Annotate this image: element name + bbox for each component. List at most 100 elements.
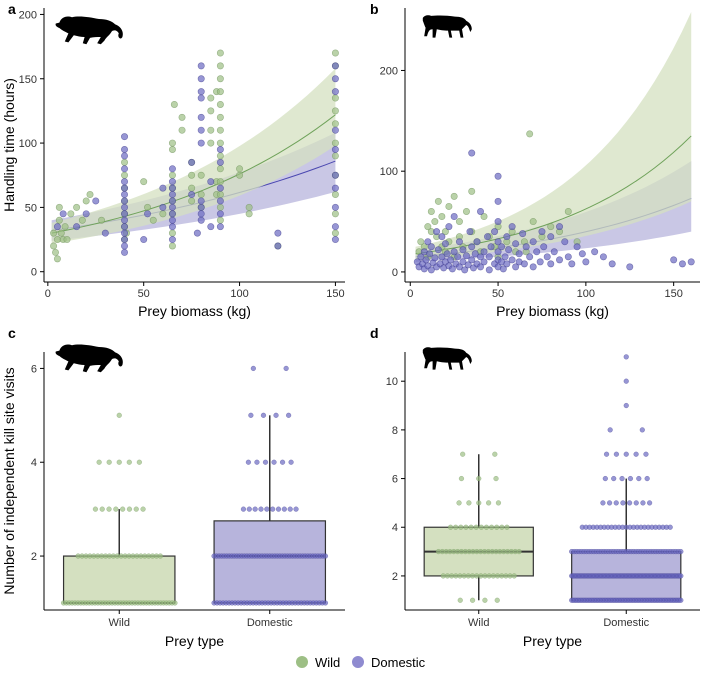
wild-point: [172, 600, 178, 606]
domestic-point: [216, 146, 224, 154]
domestic-point: [519, 230, 527, 238]
wild-point: [331, 120, 339, 128]
domestic-point: [197, 216, 205, 224]
domestic-point: [427, 243, 435, 251]
wild-point: [50, 242, 58, 250]
domestic-point: [503, 260, 511, 268]
y-tick-label: 8: [392, 425, 398, 437]
x-axis-title: Prey type: [523, 633, 582, 649]
wild-point: [495, 500, 502, 506]
domestic-point: [459, 258, 467, 266]
wild-point: [188, 184, 196, 192]
domestic-point: [503, 233, 511, 241]
domestic-point: [248, 412, 254, 418]
wild-point: [331, 49, 339, 57]
panel-d-boxplot: 2 4 6 8 10 Wild Domestic Prey type: [386, 352, 700, 649]
wild-point: [82, 197, 90, 205]
wild-point: [178, 126, 186, 134]
wild-point: [63, 236, 71, 244]
domestic-point: [274, 242, 282, 250]
domestic-point: [623, 378, 629, 384]
domestic-point: [197, 94, 205, 102]
domestic-point: [121, 152, 129, 160]
wild-point: [67, 210, 75, 218]
wild-point: [55, 203, 63, 211]
domestic-point: [556, 256, 564, 264]
x-axis-title: Prey biomass (kg): [496, 303, 609, 319]
wild-point: [57, 229, 65, 237]
domestic-point: [498, 243, 506, 251]
y-tick-label: 100: [19, 138, 37, 150]
domestic-point: [468, 149, 476, 157]
domestic-point: [607, 427, 613, 433]
domestic-point: [275, 506, 282, 512]
domestic-point: [640, 500, 646, 506]
domestic-point: [168, 216, 176, 224]
domestic-point: [678, 597, 684, 603]
wild-point: [140, 506, 146, 512]
panel-b-scatter: 0 50 100 150 0 100 200 Prey biomass (kg): [380, 8, 700, 319]
domestic-point: [121, 184, 129, 192]
x-tick-label: 0: [407, 288, 413, 300]
domestic-point: [602, 475, 608, 482]
domestic-point: [623, 451, 629, 457]
domestic-point: [262, 459, 269, 465]
wild-point: [116, 459, 122, 465]
x-tick-label: 150: [326, 288, 344, 300]
wild-point: [216, 152, 224, 160]
wild-point: [493, 475, 499, 482]
domestic-point: [121, 133, 129, 141]
domestic-point: [468, 256, 476, 264]
wild-point: [207, 126, 215, 134]
domestic-point: [526, 253, 534, 261]
y-tick-label: 10: [386, 376, 398, 388]
domestic-point: [529, 263, 537, 271]
wild-point: [73, 203, 81, 211]
domestic-point: [417, 253, 425, 261]
domestic-point: [273, 412, 279, 418]
y-tick-label: 0: [392, 267, 398, 279]
domestic-point: [455, 238, 463, 246]
domestic-point: [288, 459, 294, 465]
wild-point: [457, 597, 463, 603]
wild-point: [53, 236, 61, 244]
domestic-point: [121, 210, 129, 218]
domestic-point: [121, 229, 129, 237]
domestic-point: [207, 223, 215, 231]
domestic-point: [207, 178, 215, 186]
domestic-point: [466, 228, 474, 236]
domestic-point: [550, 248, 558, 256]
domestic-point: [459, 246, 467, 254]
wild-point: [116, 412, 122, 418]
domestic-point: [515, 250, 523, 258]
wild-point: [469, 597, 476, 603]
domestic-point: [260, 412, 267, 418]
y-tick-label: 100: [380, 166, 398, 178]
domestic-point: [536, 258, 544, 266]
domestic-point: [281, 506, 288, 512]
domestic-point: [53, 223, 61, 231]
wild-point: [331, 210, 339, 218]
domestic-point: [197, 113, 205, 121]
domestic-point: [331, 88, 339, 96]
wild-point: [468, 524, 474, 530]
domestic-point: [627, 475, 634, 482]
y-tick-label: 4: [31, 457, 37, 469]
x-tick-label: 100: [230, 288, 248, 300]
wild-point: [157, 553, 164, 559]
domestic-point: [636, 475, 642, 482]
domestic-point: [477, 253, 485, 261]
domestic-point: [168, 223, 176, 231]
wild-confidence-band: [51, 68, 336, 244]
x-tick-label: Domestic: [247, 617, 293, 629]
domestic-point: [168, 236, 176, 244]
wild-point: [170, 100, 178, 108]
domestic-point: [101, 229, 109, 237]
domestic-point: [270, 506, 276, 512]
domestic-point: [639, 427, 645, 433]
domestic-point: [197, 203, 205, 211]
wild-point: [526, 130, 534, 138]
wild-point: [466, 500, 472, 506]
domestic-point: [606, 500, 613, 506]
wild-point: [547, 223, 555, 231]
